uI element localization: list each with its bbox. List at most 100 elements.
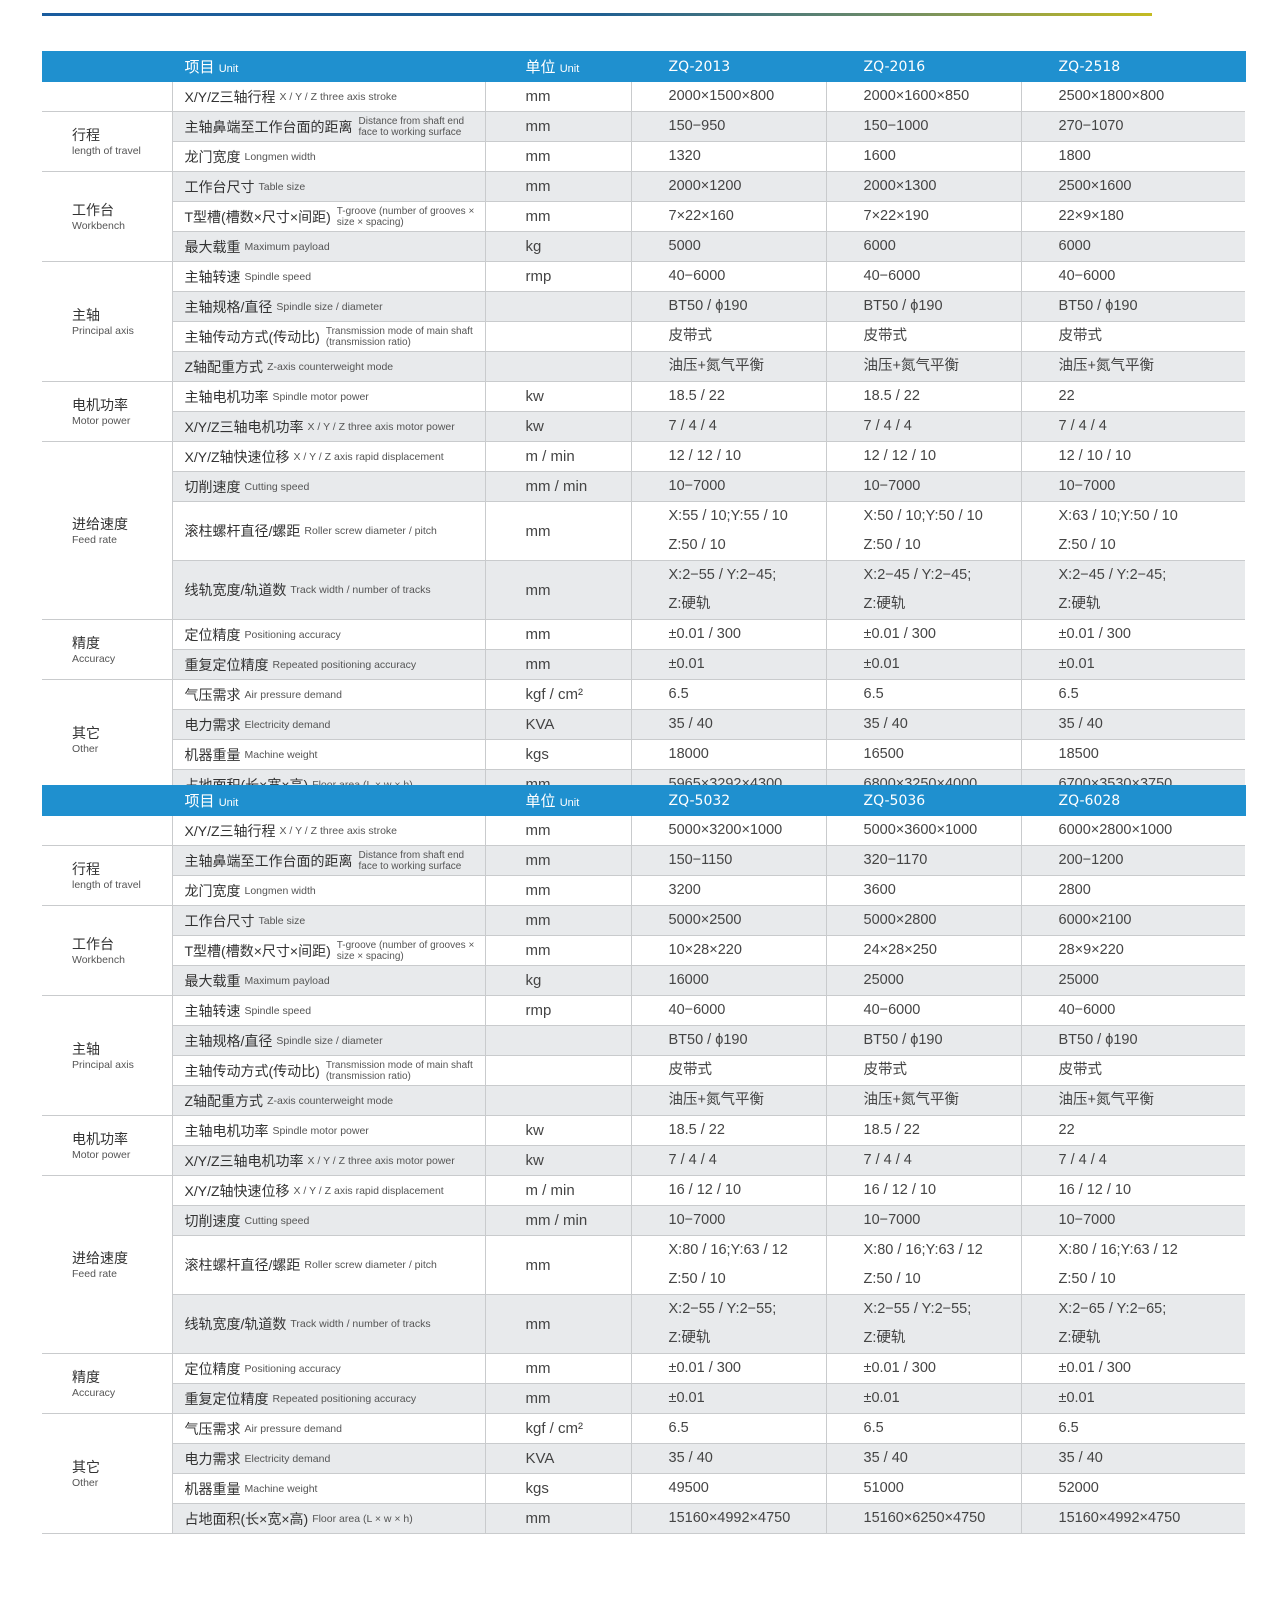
item-label-en: Air pressure demand — [244, 1422, 342, 1435]
value-cell: 5000 — [630, 231, 827, 262]
value-cell: 油压+氮气平衡 — [630, 1085, 827, 1116]
item-label-cn: 占地面积(长×宽×高) — [184, 1510, 309, 1527]
table-row: 滚柱螺杆直径/螺距 Roller screw diameter / pitch mm… — [42, 1235, 1245, 1295]
group-cell: 进给速度 Feed rate — [42, 1175, 173, 1354]
value-cell: 10−7000 — [1020, 471, 1245, 502]
unit-cell: mm / min — [484, 1205, 632, 1236]
unit-cell — [484, 1025, 632, 1056]
value-cell: 1320 — [630, 141, 827, 172]
unit-cell — [484, 351, 632, 382]
group-cell — [42, 815, 173, 846]
value-cell: 320−1170 — [825, 845, 1022, 876]
value-cell: 5000×2500 — [630, 905, 827, 936]
item-cell: 重复定位精度 Repeated positioning accuracy — [171, 1383, 486, 1414]
value-cell: BT50 / ϕ190 — [1020, 1025, 1245, 1056]
table-row: X/Y/Z三轴行程 X / Y / Z three axis stroke mm 50… — [42, 815, 1245, 846]
item-label-cn: 气压需求 — [184, 686, 241, 703]
item-label-cn: 电力需求 — [184, 1450, 241, 1467]
item-label-cn: 主轴规格/直径 — [184, 1032, 273, 1049]
item-label-cn: 电力需求 — [184, 716, 241, 733]
item-label-en: T-groove (number of grooves × size × spa… — [336, 939, 475, 962]
item-label-en: Repeated positioning accuracy — [272, 658, 417, 671]
value-cell: 3600 — [825, 875, 1022, 906]
group-cell: 其它 Other — [42, 679, 173, 800]
item-label-cn: 机器重量 — [184, 746, 241, 763]
value-cell: 40−6000 — [630, 261, 827, 292]
value-cell: X:2−55 / Y:2−55; Z:硬轨 — [630, 1294, 827, 1354]
unit-cell: mm — [484, 875, 632, 906]
unit-cell: mm — [484, 905, 632, 936]
value-cell: 10−7000 — [1020, 1205, 1245, 1236]
value-cell: 2800 — [1020, 875, 1245, 906]
item-label-cn: 主轴传动方式(传动比) — [184, 328, 320, 345]
value-cell: 49500 — [630, 1473, 827, 1504]
unit-cell: m / min — [484, 441, 632, 472]
table-row: 最大载重 Maximum payload kg 16000 25000 25000 — [42, 965, 1245, 996]
item-label-en: Track width / number of tracks — [290, 584, 431, 596]
value-cell: 油压+氮气平衡 — [1020, 351, 1245, 382]
value-cell: ±0.01 / 300 — [825, 1353, 1022, 1384]
value-cell: 1600 — [825, 141, 1022, 172]
item-label-en: Spindle speed — [244, 270, 312, 283]
item-cell: 机器重量 Machine weight — [171, 739, 486, 770]
item-cell: 主轴电机功率 Spindle motor power — [171, 381, 486, 412]
value-cell: 40−6000 — [825, 261, 1022, 292]
table-row: 线轨宽度/轨道数 Track width / number of tracks mm… — [42, 1294, 1245, 1354]
table-row: 进给速度 Feed rate X/Y/Z轴快速位移 X / Y / Z axis ra… — [42, 441, 1245, 620]
group-cell: 其它 Other — [42, 1413, 173, 1534]
value-cell: 22 — [1020, 381, 1245, 412]
header-item: 项目 Unit — [171, 51, 486, 82]
item-cell: 电力需求 Electricity demand — [171, 1443, 486, 1474]
table-row: X/Y/Z三轴电机功率 X / Y / Z three axis motor po… — [42, 411, 1245, 442]
value-cell: ±0.01 / 300 — [1020, 619, 1245, 650]
model-header: ZQ-5036 — [825, 785, 1022, 816]
unit-cell: m / min — [484, 1175, 632, 1206]
item-cell: 主轴转速 Spindle speed — [171, 995, 486, 1026]
header-unit-cn: 单位 — [525, 793, 556, 810]
value-cell: 52000 — [1020, 1473, 1245, 1504]
group-label-en: Workbench — [72, 953, 125, 966]
model-header: ZQ-2016 — [825, 51, 1022, 82]
unit-cell: rmp — [484, 995, 632, 1026]
value-cell: X:2−55 / Y:2−55; Z:硬轨 — [825, 1294, 1022, 1354]
value-cell: 皮带式 — [1020, 321, 1245, 352]
item-label-cn: X/Y/Z三轴电机功率 — [184, 418, 304, 435]
value-cell: 40−6000 — [1020, 995, 1245, 1026]
group-label-cn: 进给速度 — [72, 1249, 128, 1266]
table-row: 滚柱螺杆直径/螺距 Roller screw diameter / pitch mm… — [42, 501, 1245, 561]
value-cell: X:50 / 10;Y:50 / 10 Z:50 / 10 — [825, 501, 1022, 561]
value-cell: 皮带式 — [825, 1055, 1022, 1086]
value-cell: 16 / 12 / 10 — [1020, 1175, 1245, 1206]
value-cell: 51000 — [825, 1473, 1022, 1504]
model-header: ZQ-6028 — [1020, 785, 1246, 816]
item-label-en: Roller screw diameter / pitch — [304, 525, 437, 537]
item-label-en: Maximum payload — [244, 240, 330, 253]
unit-cell: mm — [484, 935, 632, 966]
value-cell: 200−1200 — [1020, 845, 1245, 876]
unit-cell — [484, 291, 632, 322]
item-label-cn: Z轴配重方式 — [184, 358, 264, 375]
item-label-cn: 机器重量 — [184, 1480, 241, 1497]
value-cell: 6.5 — [825, 679, 1022, 710]
item-label-en: X / Y / Z axis rapid displacement — [293, 450, 444, 463]
table-row: T型槽(槽数×尺寸×间距) T-groove (number of grooves… — [42, 935, 1245, 966]
unit-cell: kw — [484, 1145, 632, 1176]
unit-cell: mm — [484, 501, 632, 561]
group-label-en: Principal axis — [72, 324, 134, 337]
item-label-cn: 主轴传动方式(传动比) — [184, 1062, 320, 1079]
table-row: 重复定位精度 Repeated positioning accuracy mm ±0.… — [42, 1383, 1245, 1414]
item-label-cn: 最大载重 — [184, 238, 241, 255]
item-label-en: X / Y / Z three axis motor power — [307, 420, 455, 433]
item-label-en: Machine weight — [244, 1482, 318, 1495]
item-label-cn: 滚柱螺杆直径/螺距 — [184, 1257, 301, 1273]
value-cell: 5000×3600×1000 — [825, 815, 1022, 846]
item-cell: T型槽(槽数×尺寸×间距) T-groove (number of grooves… — [171, 935, 486, 966]
value-cell: 16 / 12 / 10 — [630, 1175, 827, 1206]
item-label-en: Distance from shaft end face to working … — [358, 849, 465, 872]
item-label-en: Air pressure demand — [244, 688, 342, 701]
group-label-en: Principal axis — [72, 1058, 134, 1071]
value-cell: 6.5 — [825, 1413, 1022, 1444]
item-label-en: Maximum payload — [244, 974, 330, 987]
header-unit: 单位 Unit — [484, 785, 632, 816]
value-cell: 10−7000 — [630, 1205, 827, 1236]
